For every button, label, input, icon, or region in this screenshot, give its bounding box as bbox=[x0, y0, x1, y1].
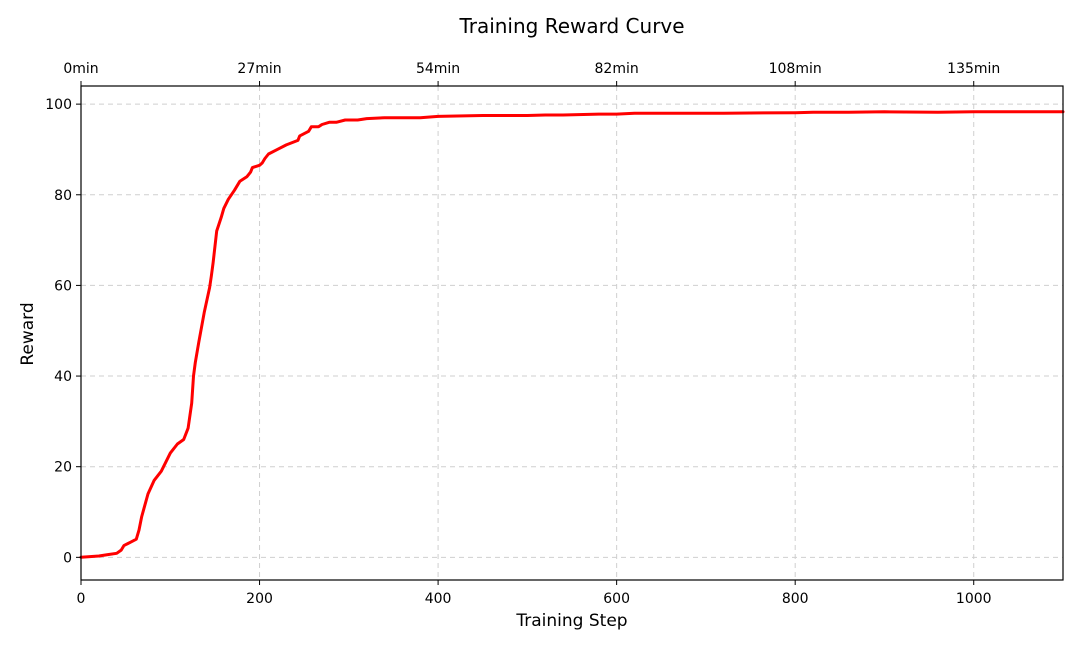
y-tick-label: 80 bbox=[54, 188, 72, 204]
top-tick-label: 54min bbox=[416, 61, 460, 77]
x-axis-ticks: 0 200 400 600 800 1000 bbox=[77, 580, 992, 607]
plot-frame bbox=[80, 85, 1064, 581]
top-tick-label: 27min bbox=[237, 61, 281, 77]
y-axis-label: Reward bbox=[18, 302, 38, 365]
series-layer bbox=[79, 110, 1065, 559]
x-tick-label: 400 bbox=[425, 591, 452, 607]
x-tick-label: 600 bbox=[603, 591, 630, 607]
x-tick-label: 200 bbox=[246, 591, 273, 607]
x-tick-label: 800 bbox=[782, 591, 809, 607]
reward-series-line bbox=[79, 110, 1065, 559]
x-axis-label: Training Step bbox=[515, 611, 627, 631]
y-tick-label: 100 bbox=[45, 97, 72, 113]
top-tick-label: 0min bbox=[63, 61, 98, 77]
top-axis-ticks: 0min 27min 54min 82min 108min 135min bbox=[63, 61, 1000, 86]
x-tick-label: 0 bbox=[77, 591, 86, 607]
x-tick-label: 1000 bbox=[956, 591, 992, 607]
grid-lines bbox=[80, 86, 1063, 580]
y-axis-ticks: 0 20 40 60 80 100 bbox=[45, 97, 81, 566]
y-tick-label: 0 bbox=[63, 550, 72, 566]
y-tick-label: 40 bbox=[54, 369, 72, 385]
top-tick-label: 82min bbox=[595, 61, 639, 77]
top-tick-label: 108min bbox=[769, 61, 822, 77]
chart-title: Training Reward Curve bbox=[458, 14, 684, 38]
y-tick-label: 60 bbox=[54, 278, 72, 294]
y-tick-label: 20 bbox=[54, 460, 72, 476]
top-tick-label: 135min bbox=[947, 61, 1000, 77]
